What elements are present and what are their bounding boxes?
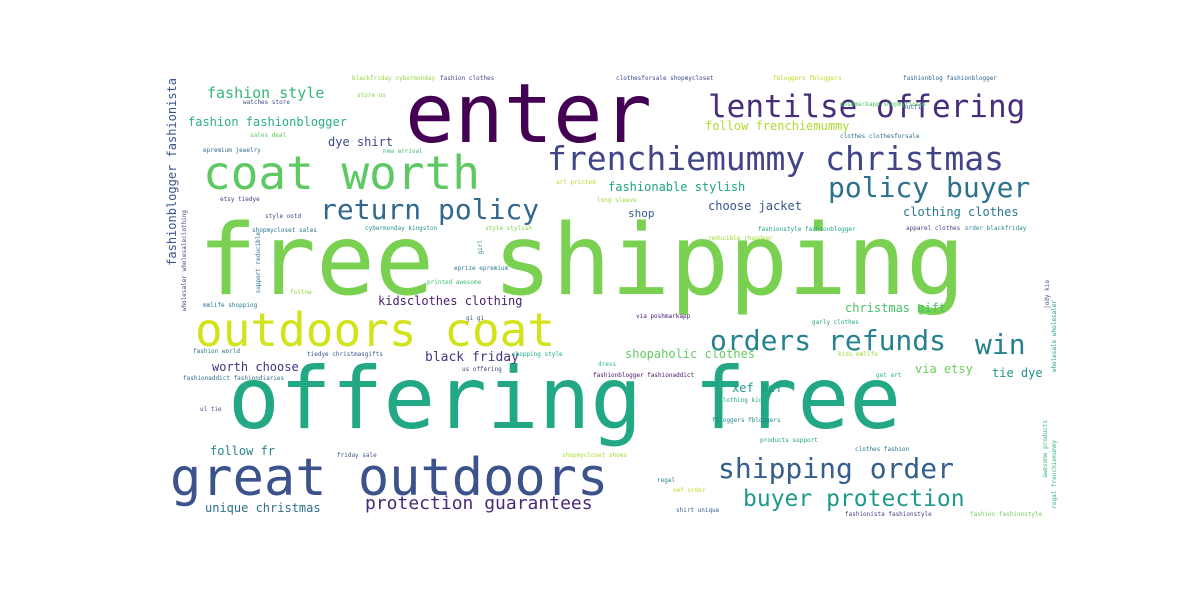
word: fashion fashionblogger [188, 115, 347, 129]
word: fashionblogger fashionaddict [593, 372, 695, 379]
word: xef order [673, 487, 706, 494]
word: outfit [903, 104, 925, 111]
word: etsy tiedye [220, 196, 260, 203]
word: return policy [320, 193, 540, 226]
word: orders refunds [710, 324, 947, 357]
word: offering free [228, 349, 902, 449]
word: new arrival [383, 148, 423, 155]
word: fashionable stylish [608, 180, 746, 194]
word: win [975, 328, 1026, 361]
word: shopaholic clothes [625, 347, 756, 361]
word: wholesaler wholesaleclothing [181, 210, 188, 312]
word: fashionista fashionstyle [845, 511, 932, 518]
word: fashion clothes [440, 75, 495, 82]
word: kids mmlife [838, 351, 878, 358]
word: frenchiemummy christmas [547, 139, 1004, 178]
word: shirt unique [676, 507, 720, 514]
word: shipping order [718, 452, 955, 485]
word: awesome products [1042, 420, 1049, 478]
word: fashionstyle fashionblogger [758, 226, 856, 233]
word: dye shirt [328, 135, 394, 149]
word: shop [628, 207, 655, 220]
word: worth choose [212, 360, 299, 374]
word: xef xef [732, 381, 783, 395]
word: style ootd [265, 213, 302, 220]
word: gi gi [466, 315, 485, 322]
word: garly clothes [812, 319, 859, 326]
word: friday sale [337, 452, 377, 459]
word: epremium jewelry [203, 147, 261, 154]
word: clothes fashion [855, 446, 910, 453]
word: printed awesome [427, 279, 482, 286]
word: apparel clothes [906, 225, 961, 232]
word: follow fr [210, 444, 276, 458]
word: fashion world [193, 348, 240, 355]
word: enter [405, 67, 652, 162]
word: fashion fashionstyle [970, 511, 1043, 518]
word: wholesale wholesaler [1051, 300, 1058, 373]
word: kidsclothes clothing [378, 294, 523, 308]
word: products support [760, 437, 818, 444]
word: christmas gift [845, 301, 947, 315]
word: poshmarkapp shopmycloset [840, 101, 927, 108]
word: great outdoors [170, 448, 609, 508]
word: ul tie [200, 406, 222, 413]
word: dress [598, 361, 617, 368]
word: clothesforsale shopmycloset [616, 75, 714, 82]
word: fbloggers fbloggers [773, 75, 842, 82]
word: fbloggers fbloggers [712, 417, 781, 424]
word: support reducible [255, 232, 262, 294]
word: choose jacket [708, 199, 802, 213]
word: eprize epremium [454, 265, 509, 272]
word: outdoors coat [195, 303, 556, 357]
word: unique christmas [205, 501, 321, 515]
word: free shipping [198, 204, 966, 318]
word: reducible rhandeer [708, 235, 774, 242]
word: fashion style [207, 84, 325, 102]
word: shopmycloset sales [252, 227, 318, 234]
word: long sleeve [597, 197, 637, 204]
word: coat worth [203, 146, 480, 200]
word: fashionaddict fashiondiaries [183, 375, 285, 382]
word: via poshmarkapp [636, 313, 691, 320]
word: lentilse offering [708, 89, 1026, 125]
word: girl [477, 240, 484, 255]
word: regal [657, 477, 676, 484]
word: mmlife shopping [203, 302, 258, 309]
word: regal frenchiemummy [1051, 440, 1058, 509]
word: buyer protection [743, 486, 965, 512]
word: art printed [556, 179, 596, 186]
word: clothes clothesforsale [840, 133, 920, 140]
word: tiedye christmasgifts [307, 351, 383, 358]
word: shopping style [512, 351, 563, 358]
word: get art [876, 372, 902, 379]
word: black friday [425, 350, 519, 365]
word: follow frenchiemummy [705, 119, 850, 133]
word: policy buyer [828, 171, 1031, 204]
word: blackfriday cybermonday [352, 75, 436, 82]
word: style stylish [485, 225, 532, 232]
word: tie dye [992, 366, 1043, 380]
word: order blackfriday [965, 225, 1027, 232]
word: watches store [243, 99, 290, 106]
word: fashionblogger fashionista [165, 78, 179, 266]
word: fashionblog fashionblogger [903, 75, 997, 82]
word: via etsy [915, 362, 973, 376]
word: sales deal [250, 132, 287, 139]
word: clothing clothes [903, 205, 1019, 219]
word: cybermonday kingston [365, 225, 438, 232]
word: follow [290, 289, 312, 296]
word: shopmycloset shoes [562, 452, 628, 459]
word: clothing kids [719, 397, 766, 404]
word: us offering [462, 366, 502, 373]
word: protection guarantees [365, 493, 593, 514]
word: store us [357, 92, 386, 99]
